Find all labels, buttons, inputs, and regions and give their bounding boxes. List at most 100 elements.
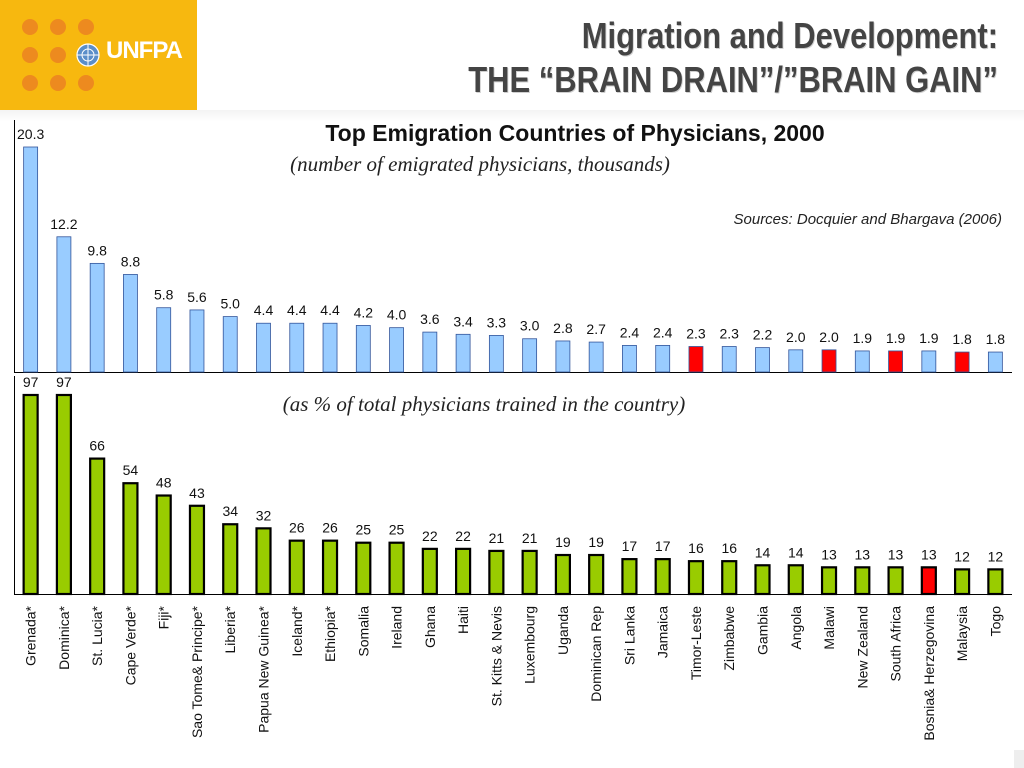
- corner-mark: [1014, 750, 1024, 768]
- unfpa-logo: UNFPA: [0, 0, 197, 110]
- category-label: New Zealand: [854, 606, 870, 689]
- bar: [721, 560, 738, 596]
- category-label: Bosnia& Herzegovina: [921, 606, 937, 741]
- data-label: 2.4: [620, 324, 640, 340]
- data-label: 13: [821, 546, 837, 562]
- title-line-1: Migration and Development:: [581, 15, 998, 56]
- bar: [89, 262, 105, 373]
- category-label: St. Lucia*: [89, 605, 105, 665]
- data-label: 4.4: [254, 302, 274, 318]
- chart-source: Sources: Docquier and Bhargava (2006): [733, 211, 1003, 228]
- bar: [588, 553, 605, 596]
- category-label: Malawi: [821, 606, 837, 650]
- bar: [887, 566, 904, 596]
- bar: [654, 558, 671, 596]
- title-line-2: THE “BRAIN DRAIN”/”BRAIN GAIN”: [468, 59, 998, 100]
- data-label: 20.3: [17, 126, 44, 142]
- category-label: Ethiopia*: [322, 605, 338, 662]
- data-label: 21: [522, 530, 538, 546]
- category-label: Luxembourg: [522, 606, 538, 684]
- data-label: 3.4: [453, 313, 473, 329]
- bar: [754, 564, 771, 596]
- data-label: 22: [455, 528, 471, 544]
- category-label: South Africa: [888, 606, 904, 682]
- category-label: Iceland*: [289, 605, 305, 656]
- bar: [655, 344, 671, 373]
- data-label: 13: [921, 546, 937, 562]
- chart-subtitle-bottom: (as % of total physicians trained in the…: [282, 392, 686, 416]
- category-label: Dominican Rep: [588, 606, 604, 702]
- bar: [289, 322, 305, 373]
- data-label: 97: [56, 374, 72, 390]
- data-label: 17: [622, 538, 638, 554]
- data-label: 3.0: [520, 318, 540, 334]
- bar: [123, 274, 138, 373]
- bar: [156, 307, 172, 373]
- bar: [421, 547, 438, 596]
- bar: [554, 553, 572, 596]
- data-label: 2.3: [719, 326, 739, 342]
- category-label: Ireland: [389, 606, 405, 649]
- data-label: 5.0: [220, 296, 240, 312]
- category-label: Sri Lanka: [621, 606, 637, 665]
- data-label: 34: [222, 503, 238, 519]
- category-label: Somalia: [355, 606, 371, 657]
- data-label: 4.0: [387, 307, 407, 323]
- un-emblem-icon: [76, 43, 100, 67]
- data-label: 1.8: [986, 331, 1006, 347]
- header-divider: [0, 110, 1024, 122]
- bar: [189, 309, 205, 373]
- data-label: 2.0: [786, 329, 806, 345]
- bar: [255, 527, 272, 596]
- data-label: 19: [588, 534, 604, 550]
- bar: [920, 566, 937, 596]
- data-label: 8.8: [121, 253, 141, 269]
- bar: [455, 547, 472, 596]
- data-label: 48: [156, 475, 172, 491]
- bar: [588, 341, 604, 373]
- bar: [222, 523, 239, 596]
- category-label: Cape Verde*: [122, 605, 138, 685]
- category-label: Sao Tome& Principe*: [189, 605, 205, 738]
- bar: [787, 564, 804, 596]
- bar: [621, 558, 638, 596]
- category-label: Dominica*: [56, 605, 72, 669]
- bar: [188, 504, 206, 596]
- category-label: Jamaica: [655, 606, 671, 658]
- data-label: 9.8: [87, 242, 107, 258]
- bar: [355, 325, 371, 373]
- bar: [921, 350, 937, 373]
- data-label: 26: [289, 520, 305, 536]
- category-label: Malaysia: [954, 606, 970, 661]
- bar: [321, 539, 339, 596]
- bar: [488, 549, 505, 596]
- data-label: 19: [555, 534, 571, 550]
- data-label: 2.3: [686, 326, 706, 342]
- bar: [422, 331, 438, 373]
- bar: [22, 393, 39, 596]
- bar: [854, 566, 871, 596]
- data-label: 2.7: [586, 321, 606, 337]
- data-label: 16: [688, 540, 704, 556]
- bar: [389, 327, 404, 373]
- bar: [521, 549, 538, 596]
- bar: [688, 346, 704, 373]
- bar: [256, 322, 271, 373]
- category-label: Togo: [987, 606, 1003, 637]
- logo-text: UNFPA: [106, 37, 183, 64]
- category-label: Fiji*: [156, 605, 172, 629]
- bar: [122, 482, 139, 596]
- data-label: 66: [89, 438, 105, 454]
- data-label: 16: [721, 540, 737, 556]
- bar: [388, 541, 405, 596]
- page-title: Migration and Development: THE “BRAIN DR…: [468, 14, 998, 102]
- bar: [355, 541, 372, 596]
- data-label: 5.6: [187, 289, 207, 305]
- data-label: 14: [788, 544, 804, 560]
- data-label: 2.8: [553, 320, 573, 336]
- category-label: St. Kitts & Nevis: [488, 606, 504, 706]
- data-label: 13: [888, 546, 904, 562]
- data-label: 21: [489, 530, 505, 546]
- bar: [821, 349, 837, 373]
